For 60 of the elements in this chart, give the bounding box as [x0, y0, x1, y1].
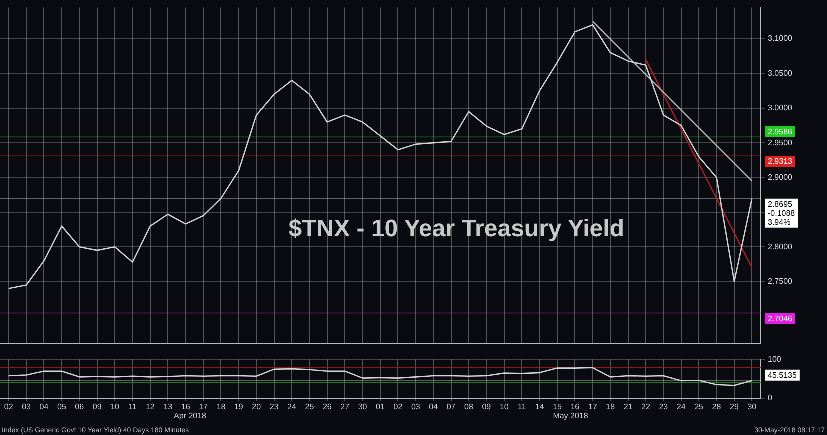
x-tick-label: 15	[553, 402, 562, 412]
x-tick-label: 06	[75, 402, 85, 412]
y-tick-label: 2.8000	[768, 242, 794, 252]
y-tick-label: 3.0500	[768, 68, 794, 78]
text: $TNX - 10 Year Treasury Yield	[288, 215, 624, 242]
text: May 2018	[553, 412, 589, 421]
text: Apr 2018	[174, 412, 208, 421]
x-tick-label: 16	[570, 402, 580, 412]
x-tick-label: 17	[199, 402, 209, 412]
x-tick-label: 17	[588, 402, 598, 412]
x-tick-label: 09	[482, 402, 492, 412]
x-tick-label: 01	[376, 402, 386, 412]
x-tick-label: 09	[92, 402, 102, 412]
x-tick-label: 03	[22, 402, 32, 412]
y-tick-label: 100	[768, 355, 782, 364]
x-tick-label: 13	[164, 402, 174, 412]
y-tick-label: 2.9500	[768, 138, 794, 148]
x-tick-label: 23	[659, 402, 669, 412]
ref-line-label: 2.7046	[768, 314, 794, 324]
x-tick-label: 16	[181, 402, 191, 412]
x-tick-label: 30	[358, 402, 368, 412]
x-tick-label: 11	[518, 402, 527, 412]
x-tick-label: 24	[676, 402, 686, 412]
y-tick-label: 0	[768, 394, 773, 403]
x-tick-label: 28	[712, 402, 722, 412]
ref-line-label: 2.8695 -0.1088 3.94%	[768, 200, 796, 228]
x-tick-label: 19	[234, 402, 244, 412]
y-tick-label: 2.9000	[768, 172, 794, 182]
ref-line-label: 2.9313	[768, 157, 794, 166]
x-tick-label: 03	[411, 402, 421, 412]
x-tick-label: 26	[322, 402, 332, 412]
ref-line-label: 2.9586	[768, 127, 794, 136]
x-tick-label: 14	[535, 402, 545, 412]
x-tick-label: 29	[730, 402, 740, 412]
x-tick-label: 23	[270, 402, 280, 412]
x-tick-label: 20	[252, 402, 262, 412]
x-tick-label: 11	[128, 402, 138, 412]
x-tick-label: 27	[340, 402, 350, 412]
y-tick-label: 2.7500	[768, 276, 794, 286]
x-tick-label: 18	[606, 402, 616, 412]
x-tick-label: 25	[694, 402, 704, 412]
x-tick-label: 07	[446, 402, 456, 412]
ref-line-label: 45.5135	[768, 371, 798, 380]
x-tick-label: 22	[642, 402, 651, 412]
x-tick-label: 12	[146, 402, 156, 412]
x-tick-label: 30	[748, 402, 758, 412]
x-tick-label: 02	[394, 402, 404, 412]
x-tick-label: 10	[110, 402, 120, 412]
x-tick-label: 02	[4, 402, 14, 412]
y-tick-label: 3.1000	[768, 34, 794, 44]
y-tick-label: 3.0000	[768, 104, 794, 113]
x-tick-label: 04	[40, 402, 50, 412]
x-tick-label: 08	[464, 402, 474, 412]
x-tick-label: 10	[500, 402, 510, 412]
x-tick-label: 05	[57, 402, 67, 412]
x-tick-label: 24	[288, 402, 298, 412]
x-tick-label: 18	[216, 402, 226, 412]
x-tick-label: 21	[624, 402, 634, 412]
x-tick-label: 25	[305, 402, 315, 412]
x-tick-label: 04	[429, 402, 439, 412]
